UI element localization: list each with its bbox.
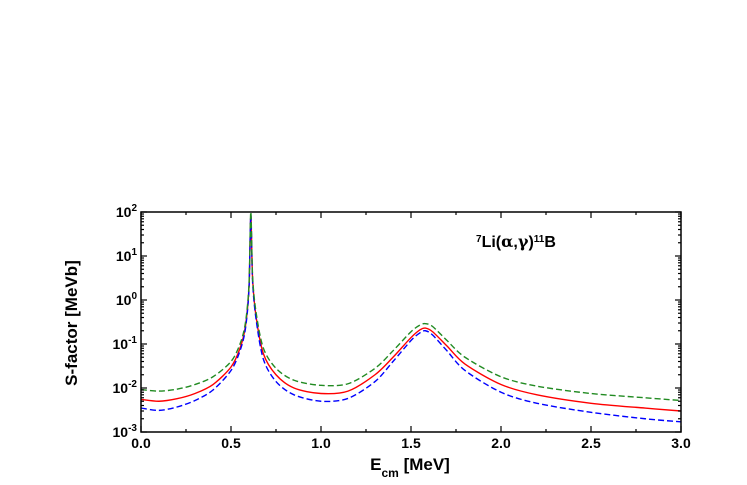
y-tick-label: 10-2 [113, 379, 138, 396]
annotation-comma: , [513, 234, 517, 251]
y-tick-label: 102 [116, 203, 138, 220]
y-tick-label: 10-3 [113, 423, 138, 440]
x-axis-title: Ecm [MeV] [370, 455, 450, 480]
annotation-close: ) [528, 234, 533, 251]
y-tick-label: 10-1 [113, 335, 138, 352]
y-axis-title: S-factor [MeVb] [62, 260, 81, 386]
y-tick-label: 101 [116, 247, 138, 264]
annotation-post: 11 [534, 234, 545, 245]
annotation-end: B [544, 234, 556, 251]
x-axis-title-unit: [MeV] [399, 455, 450, 474]
x-tick-label: 1.0 [311, 435, 331, 451]
x-tick-label: 2.5 [581, 435, 601, 451]
x-tick-label: 0.5 [221, 435, 241, 451]
annotation-reaction: 7Li(α,γ)11B [476, 232, 556, 251]
x-axis-title-main: E [370, 455, 381, 474]
series-line-2 [141, 214, 681, 423]
axis-ticks: 0.0 0.5 1.0 1.5 2.0 2.5 3.0 10-3 10-2 10-1 100 101 1… [113, 203, 691, 451]
x-tick-label: 2.0 [491, 435, 511, 451]
x-axis-title-sub: cm [382, 466, 399, 480]
annotation-pre: 7 [476, 234, 482, 245]
annotation-gamma: γ [518, 232, 529, 251]
x-tick-label: 1.5 [401, 435, 421, 451]
annotation-mid: Li( [482, 234, 502, 251]
x-tick-label: 0.0 [131, 435, 151, 451]
annotation-alpha: α [501, 232, 513, 251]
series-line-1 [141, 215, 681, 412]
plot-area [141, 212, 681, 423]
y-tick-label: 100 [116, 291, 138, 308]
x-tick-label: 3.0 [671, 435, 691, 451]
series-line-3 [141, 212, 681, 402]
